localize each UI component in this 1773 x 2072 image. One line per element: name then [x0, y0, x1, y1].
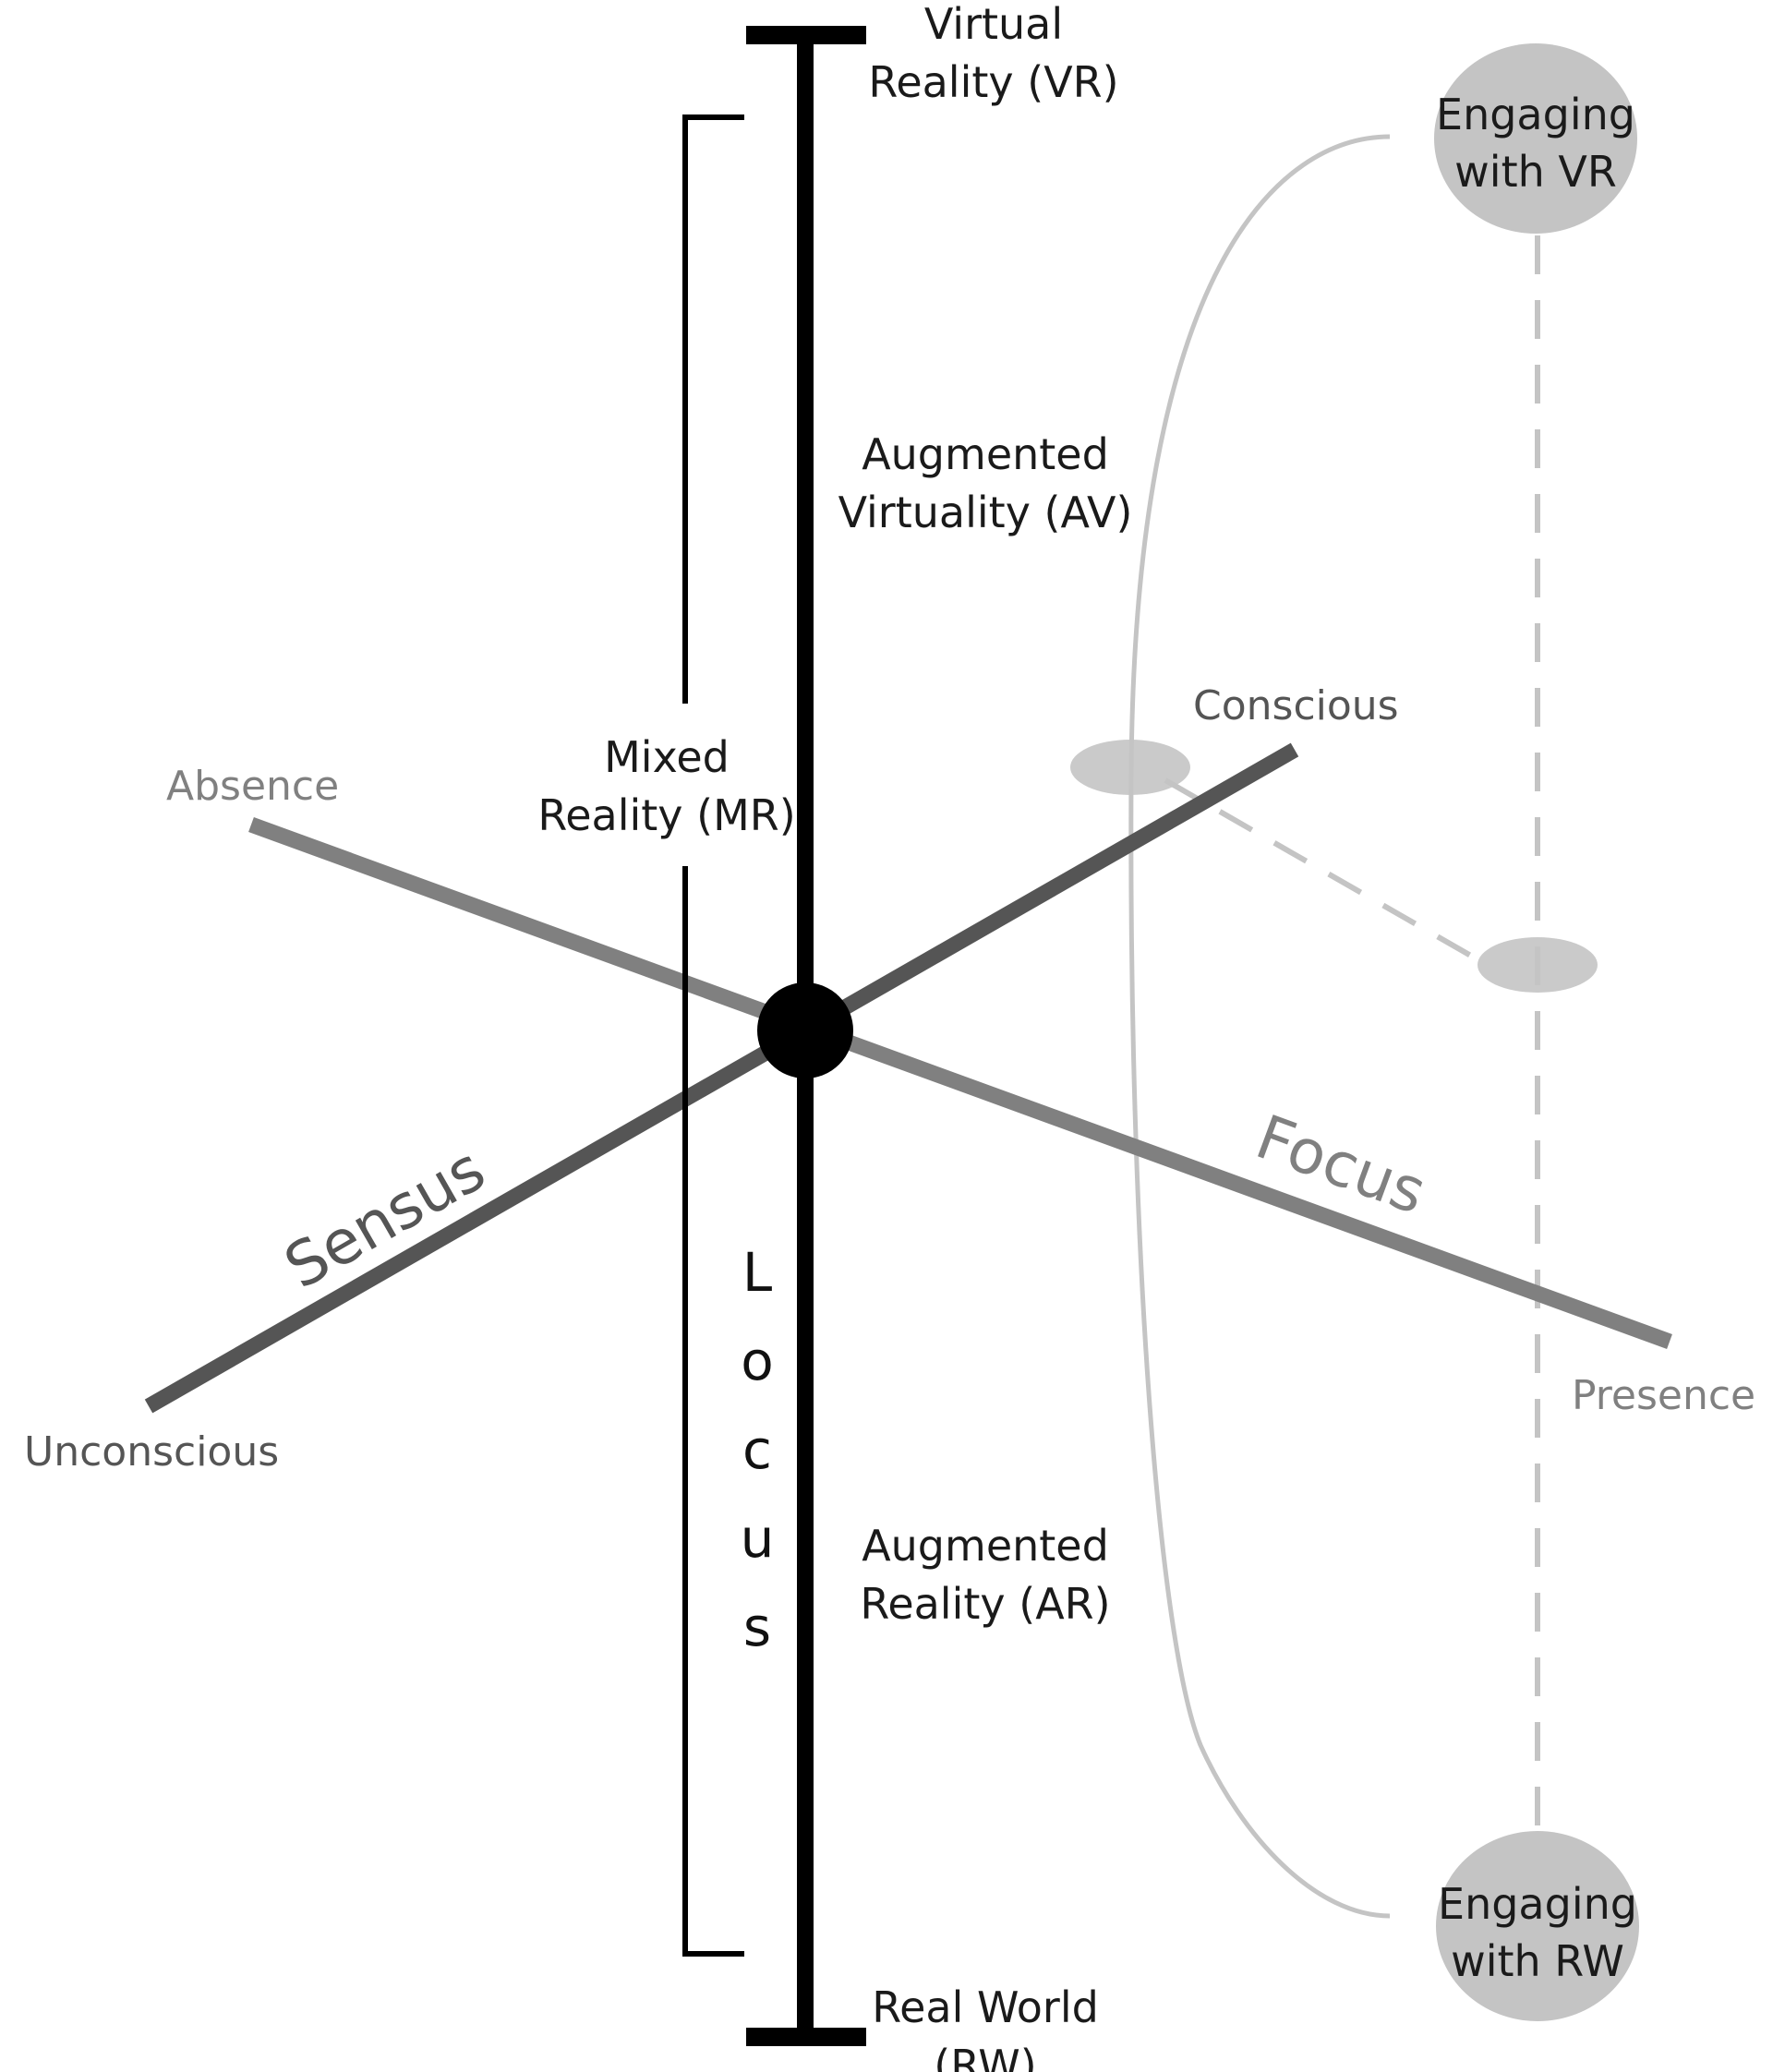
locus-letter: u: [741, 1507, 775, 1570]
locus-letter: o: [741, 1330, 774, 1392]
ar-label-line2: Reality (AR): [860, 1579, 1110, 1629]
engaging-rw-label-line1: Engaging: [1438, 1879, 1637, 1929]
engaging-rw-bubble: [1436, 1831, 1639, 2021]
focus-title: Focus: [1247, 1102, 1434, 1228]
rw-label-line1: Real World: [872, 1982, 1099, 2032]
sensus-axis-line: [144, 742, 1299, 1414]
vr-label-line2: Reality (VR): [868, 57, 1118, 107]
mr-label-line2: Reality (MR): [537, 790, 795, 840]
engaging-vr-bubble: [1434, 43, 1637, 234]
av-label-line1: Augmented: [862, 429, 1109, 479]
engagement-dashed-diagonal: [1164, 777, 1478, 961]
mr-label-line1: Mixed: [604, 732, 730, 782]
locus-letter: c: [742, 1418, 772, 1481]
focus-axis-line: [248, 817, 1672, 1349]
mixed-reality-bracket-lower: [682, 866, 744, 1957]
conscious-label: Conscious: [1193, 682, 1399, 729]
engaging-vr-label-line2: with VR: [1454, 147, 1617, 197]
unconscious-label: Unconscious: [24, 1428, 279, 1476]
origin-dot: [757, 982, 853, 1078]
rw-label-line2: (RW): [934, 2041, 1036, 2072]
vr-label-line1: Virtual: [924, 0, 1063, 49]
locus-title: L o c u s: [741, 1241, 775, 1658]
absence-label: Absence: [166, 763, 339, 810]
presence-label: Presence: [1572, 1372, 1755, 1419]
av-label-line2: Virtuality (AV): [838, 488, 1133, 537]
locus-letter: L: [742, 1241, 772, 1304]
locus-letter: s: [743, 1596, 771, 1658]
engaging-vr-label-line1: Engaging: [1436, 90, 1635, 139]
engagement-loop: [1128, 134, 1391, 1919]
mixed-reality-bracket-upper: [682, 114, 744, 704]
ar-label-line1: Augmented: [862, 1521, 1109, 1571]
engagement-marker-center: [1478, 937, 1598, 993]
engagement-marker-curve: [1070, 740, 1190, 795]
engaging-rw-label-line2: with RW: [1451, 1936, 1624, 1986]
